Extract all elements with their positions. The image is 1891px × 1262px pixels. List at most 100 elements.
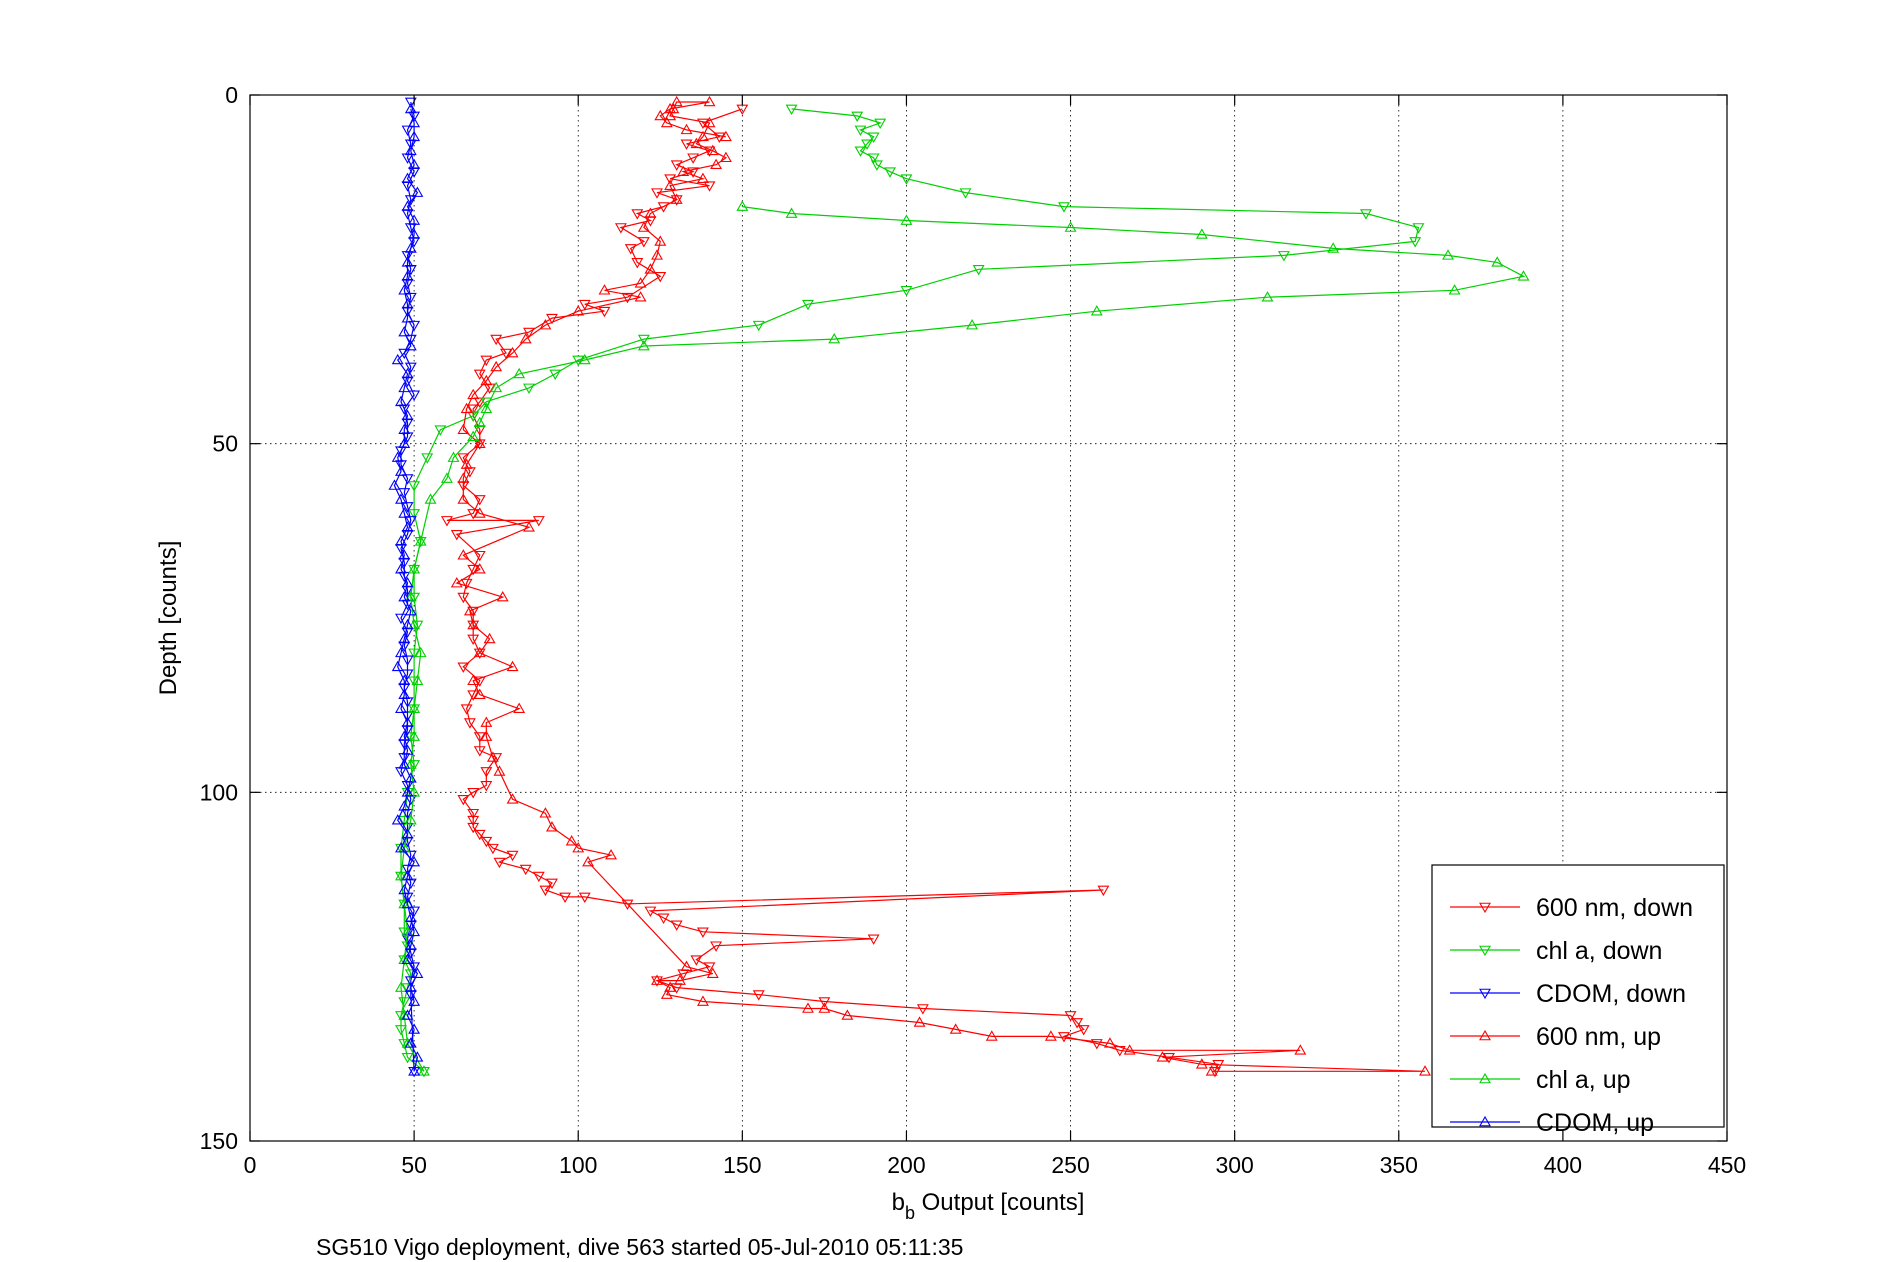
data-point [395,613,407,625]
data-point [473,437,486,448]
data-point [457,423,470,435]
data-point [404,969,417,980]
data-point [401,312,414,323]
legend-label: chl a, up [1536,1066,1631,1094]
data-point [900,214,913,225]
legend-label: CDOM, up [1536,1109,1654,1137]
data-point [395,535,407,546]
data-point [408,390,421,401]
data-point [457,493,470,504]
data-point [408,1065,421,1076]
data-point [966,319,979,330]
data-point [1294,1044,1307,1055]
data-point [802,299,814,311]
y-tick-label: 150 [200,1128,238,1154]
data-point [1448,284,1461,295]
data-point [408,214,421,225]
x-tick-label: 350 [1380,1152,1418,1178]
data-point [401,828,414,839]
plot-frame [249,94,1728,1142]
data-point [398,997,411,1008]
data-point [480,402,493,414]
data-point [401,200,414,211]
data-point [473,646,486,658]
data-point [473,732,486,743]
data-point [900,285,913,297]
data-point [401,655,414,666]
data-point [1058,1032,1070,1043]
data-point [404,516,417,527]
data-point [404,772,417,783]
legend-box [1431,864,1725,1128]
data-point [395,869,407,881]
data-point [637,221,650,232]
data-point [867,153,880,164]
y-axis-label: Depth [counts] [155,541,182,696]
data-point [398,688,411,700]
data-point [411,967,424,978]
data-point [404,732,417,743]
data-point [634,277,647,288]
data-point [401,409,414,421]
data-point [949,1023,962,1034]
data-point [539,319,552,330]
data-point [447,451,460,462]
data-point [513,702,526,713]
x-axis-label: bb Output [counts] [892,1189,1085,1223]
data-point [391,353,404,365]
data-point [391,814,404,825]
data-point [546,821,558,832]
data-point [674,974,686,985]
data-point [582,855,595,867]
data-point [408,1023,421,1034]
data-point [401,897,414,909]
data-point [473,688,486,700]
data-point [631,209,644,220]
data-point [411,186,424,197]
data-point [710,941,723,952]
legend-marker [1479,945,1491,957]
data-point [398,674,411,686]
data-point [546,313,558,325]
data-point [401,788,414,799]
x-tick-label: 400 [1544,1152,1582,1178]
data-point [654,109,667,121]
data-point [539,885,552,897]
data-point [637,334,650,346]
data-point [395,465,407,476]
data-point [473,416,486,428]
data-point [828,332,841,344]
y-tick-label: 100 [200,779,238,805]
data-point [463,718,476,729]
data-point [467,411,480,422]
data-point [985,1030,998,1041]
data-point [703,95,716,107]
data-point [506,660,519,672]
data-point [398,423,411,435]
x-tick-label: 100 [559,1152,597,1178]
legend-item: CDOM, up [1450,1109,1654,1137]
data-point [818,997,831,1008]
data-point [404,292,417,304]
data-point [664,981,677,992]
data-point [457,453,470,464]
legend-item: chl a, up [1450,1066,1631,1094]
data-point [408,786,421,797]
data-point [411,1051,424,1062]
data-point [480,781,493,792]
data-point [703,962,716,973]
data-point [457,472,470,483]
data-point [1077,1025,1090,1036]
data-point [401,474,414,485]
data-point [1195,1058,1208,1069]
data-point [680,960,693,971]
data-point [467,509,480,520]
data-point [680,123,693,135]
data-point [651,249,663,260]
data-point [690,955,703,966]
data-point [670,920,683,931]
data-point [418,1066,430,1078]
data-point [867,132,880,143]
data-series [388,95,1530,1078]
data-point [404,981,417,992]
